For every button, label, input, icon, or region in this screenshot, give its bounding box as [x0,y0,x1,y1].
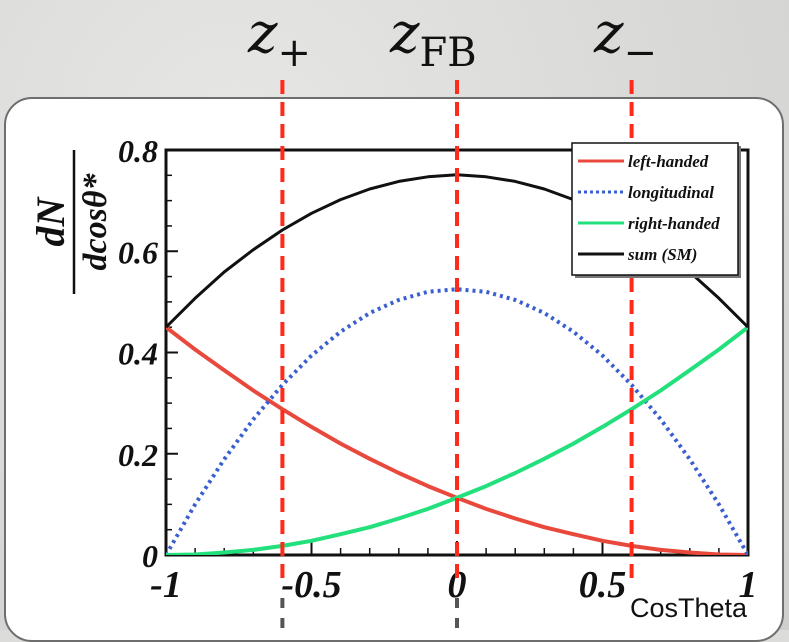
legend-label: right-handed [628,214,720,233]
x-tick-label: -1 [150,564,182,606]
y-tick-label: 0.6 [118,234,158,270]
series-line-longitudinal [166,287,748,555]
legend-label: longitudinal [628,183,714,202]
y-axis-label-denominator: dcosθ* [77,173,114,271]
x-tick-label: 0 [448,564,467,606]
z-plus-label: z+ [248,1,312,76]
z-minus-label: z− [594,1,658,76]
x-tick-label: 1 [739,564,758,606]
legend-label: left-handed [628,152,709,171]
y-tick-label: 0.8 [118,133,158,169]
y-tick-label: 0.2 [118,437,158,473]
x-tick-label: -0.5 [281,564,341,606]
y-tick-label: 0 [142,538,158,574]
series-line-right-handed [166,325,748,555]
z-fb-label: zFB [390,1,477,76]
y-tick-label: 0.4 [118,336,158,372]
x-axis-caption: CosTheta [630,593,748,623]
x-tick-label: 0.5 [579,564,627,606]
y-axis-label-numerator: dN [28,195,73,246]
legend-label: sum (SM) [627,245,697,264]
